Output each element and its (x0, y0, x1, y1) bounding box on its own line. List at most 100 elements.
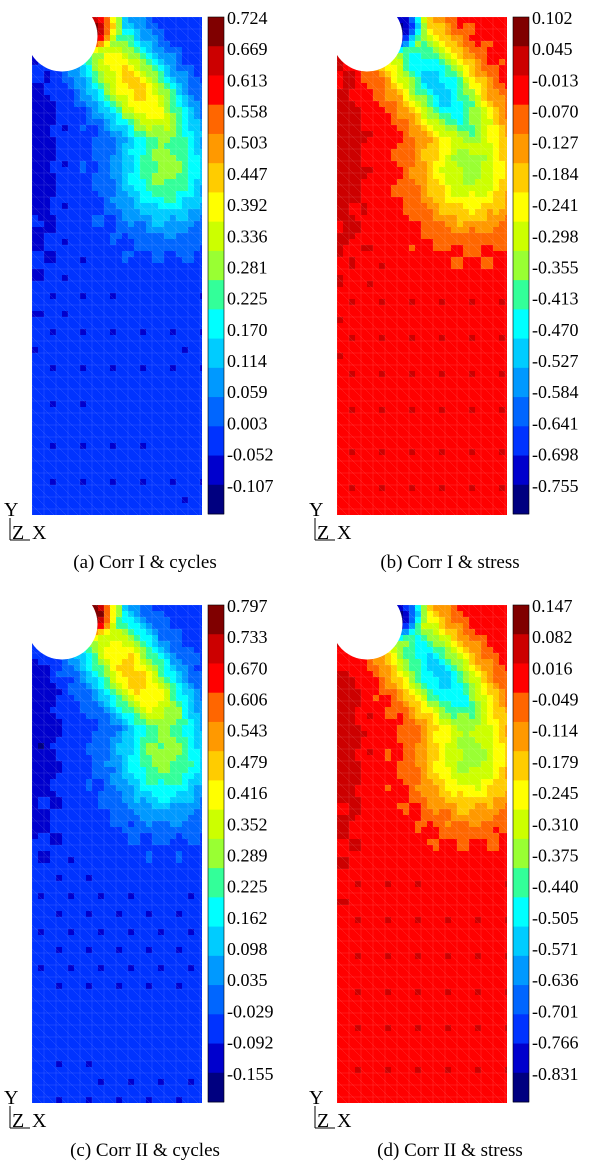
field-cell (403, 143, 410, 150)
field-cell (337, 149, 344, 156)
field-cell (50, 395, 57, 402)
field-cell (122, 35, 129, 42)
field-cell (200, 149, 207, 156)
field-cell (457, 65, 464, 72)
field-cell (50, 347, 57, 354)
field-cell (433, 89, 440, 96)
field-cell (427, 371, 434, 378)
field-cell (110, 299, 117, 306)
field-cell (415, 131, 422, 138)
field-cell (433, 233, 440, 240)
field-cell (427, 455, 434, 462)
field-cell (116, 41, 123, 48)
field-cell (379, 143, 386, 150)
field-cell (98, 467, 105, 474)
field-cell (337, 341, 344, 348)
field-cell (200, 233, 207, 240)
field-cell (164, 269, 171, 276)
field-cell (170, 503, 177, 510)
field-cell (373, 233, 380, 240)
field-cell (188, 473, 195, 480)
field-cell (445, 281, 452, 288)
colorbar-tick-label: 0.059 (227, 382, 268, 402)
field-cell (343, 131, 350, 138)
field-cell (349, 233, 356, 240)
field-cell (116, 149, 123, 156)
field-cell (92, 617, 99, 624)
field-cell (397, 329, 404, 336)
field-cell (475, 35, 482, 42)
field-cell (110, 131, 117, 138)
field-cell (355, 479, 362, 486)
field-cell (343, 155, 350, 162)
field-cell (122, 611, 129, 618)
field-cell (68, 473, 75, 480)
field-cell (373, 29, 380, 36)
field-cell (427, 59, 434, 66)
field-cell (170, 479, 177, 486)
field-cell (373, 35, 380, 42)
field-cell (415, 467, 422, 474)
field-cell (200, 245, 207, 252)
field-cell (182, 323, 189, 330)
field-cell (200, 389, 207, 396)
field-cell (421, 437, 428, 444)
field-cell (68, 461, 75, 468)
field-cell (373, 509, 380, 516)
field-cell (463, 443, 470, 450)
field-cell (349, 389, 356, 396)
field-cell (475, 251, 482, 258)
field-cell (385, 125, 392, 132)
field-cell (379, 431, 386, 438)
field-cell (86, 71, 93, 78)
field-cell (397, 173, 404, 180)
field-cell (158, 107, 165, 114)
colorbar-tick-label: -0.298 (532, 226, 579, 246)
field-cell (439, 119, 446, 126)
field-cell (343, 275, 350, 282)
field-cell (116, 449, 123, 456)
field-cell (44, 509, 51, 516)
field-cell (74, 167, 81, 174)
field-cell (176, 89, 183, 96)
field-cell (68, 353, 75, 360)
field-cell (493, 305, 500, 312)
field-cell (451, 119, 458, 126)
field-cell (439, 155, 446, 162)
field-cell (349, 101, 356, 108)
field-cell (176, 17, 183, 24)
field-cell (409, 509, 416, 516)
field-cell (176, 77, 183, 84)
field-cell (337, 233, 344, 240)
field-cell (505, 377, 512, 384)
field-cell (62, 83, 69, 90)
field-cell (200, 353, 207, 360)
field-cell (379, 407, 386, 414)
field-cell (469, 233, 476, 240)
field-cell (457, 29, 464, 36)
field-cell (355, 35, 362, 42)
field-cell (445, 185, 452, 192)
field-cell (80, 17, 87, 24)
field-cell (451, 287, 458, 294)
field-cell (56, 329, 63, 336)
field-cell (409, 365, 416, 372)
field-cell (361, 47, 368, 54)
field-cell (68, 611, 75, 618)
field-cell (98, 263, 105, 270)
field-cell (182, 215, 189, 222)
field-cell (194, 239, 201, 246)
field-cell (152, 389, 159, 396)
field-cell (409, 161, 416, 168)
field-cell (499, 227, 506, 234)
field-cell (92, 461, 99, 468)
field-cell (122, 311, 129, 318)
field-cell (80, 317, 87, 324)
field-cell (421, 173, 428, 180)
field-cell (481, 197, 488, 204)
field-cell (349, 17, 356, 24)
field-cell (104, 377, 111, 384)
field-cell (457, 401, 464, 408)
field-cell (361, 77, 368, 84)
field-cell (200, 41, 207, 48)
